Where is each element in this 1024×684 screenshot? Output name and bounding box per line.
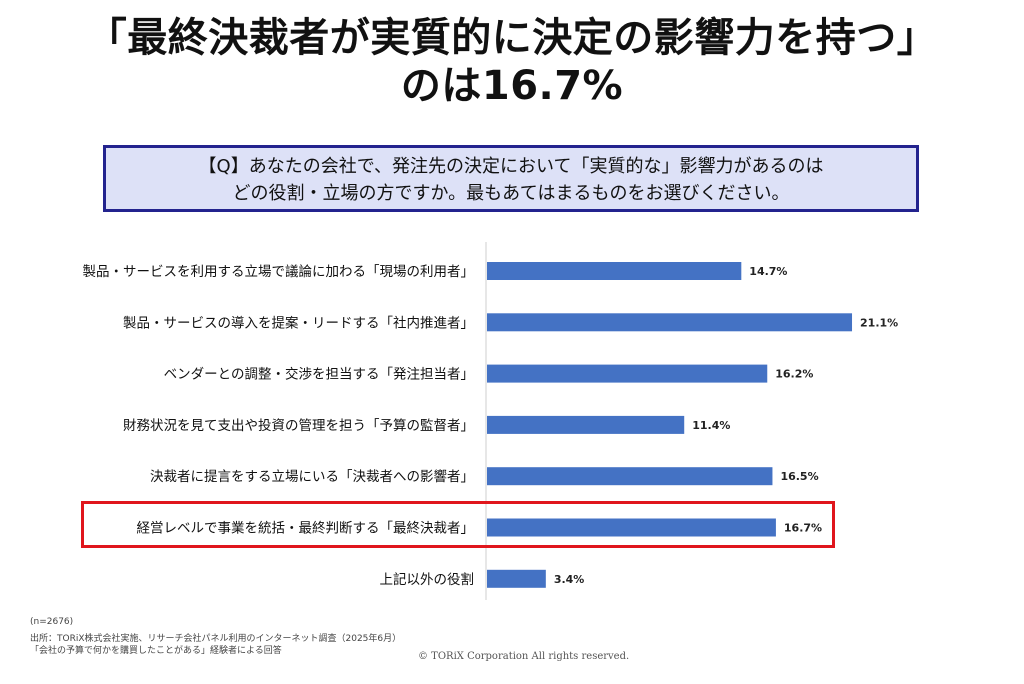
data-label: 16.7% [784, 522, 822, 535]
headline-line-1: 「最終決裁者が実質的に決定の影響力を持つ」 [86, 15, 938, 61]
bar [487, 415, 685, 434]
data-label: 16.2% [775, 368, 813, 381]
bar [487, 364, 768, 383]
data-label: 11.4% [692, 419, 730, 432]
respondent-note: 「会社の予算で何かを購買したことがある」経験者による回答 [30, 646, 282, 656]
question-box: 【Q】あなたの会社で、発注先の決定において「実質的な」影響力があるのは どの役割… [103, 145, 919, 212]
copyright: © TORiX Corporation All rights reserved. [418, 651, 630, 662]
bar [487, 569, 546, 588]
headline-line-2: のは16.7% [400, 63, 624, 109]
data-label: 14.7% [749, 265, 787, 278]
category-label: 決裁者に提言をする立場にいる「決裁者への影響者」 [150, 468, 474, 485]
category-label: ベンダーとの調整・交渉を担当する「発注担当者」 [164, 366, 474, 383]
category-label: 財務状況を見て支出や投資の管理を担う「予算の監督者」 [123, 417, 474, 434]
category-label: 経営レベルで事業を統括・最終判断する「最終決裁者」 [137, 521, 475, 537]
headline: 「最終決裁者が実質的に決定の影響力を持つ」 のは16.7% [0, 14, 1024, 110]
bar [487, 467, 773, 486]
data-label: 3.4% [554, 573, 585, 586]
highlight-box [81, 501, 835, 548]
data-label: 21.1% [860, 316, 898, 329]
category-label: 上記以外の役割 [380, 571, 475, 588]
bar [487, 262, 742, 280]
data-label: 16.5% [780, 470, 818, 483]
bar [487, 313, 853, 332]
sample-size: (n=2676) [30, 617, 74, 627]
question-line-2: どの役割・立場の方ですか。最も​あてはまるものをお選びください。 [232, 183, 790, 204]
category-label: 製品・サービスを利用する立場で議論に加わる「現場の利用者」 [83, 263, 475, 280]
bar [487, 518, 776, 537]
bar-chart: 製品・サービスを利用する立場で議論に加わる「現場の利用者」 14.7% 製品・サービ… [83, 242, 898, 600]
category-label: 製品・サービスの導入を提案・リードする「社内推進者」 [123, 314, 474, 331]
source-note: 出所：TORiX株式会社実施、リサーチ会社パネル利用のインターネット調査（202… [30, 634, 402, 644]
question-line-1: 【Q】あなたの会社で、発注先の決定において「実質的な」影響力があるのは [198, 156, 824, 177]
